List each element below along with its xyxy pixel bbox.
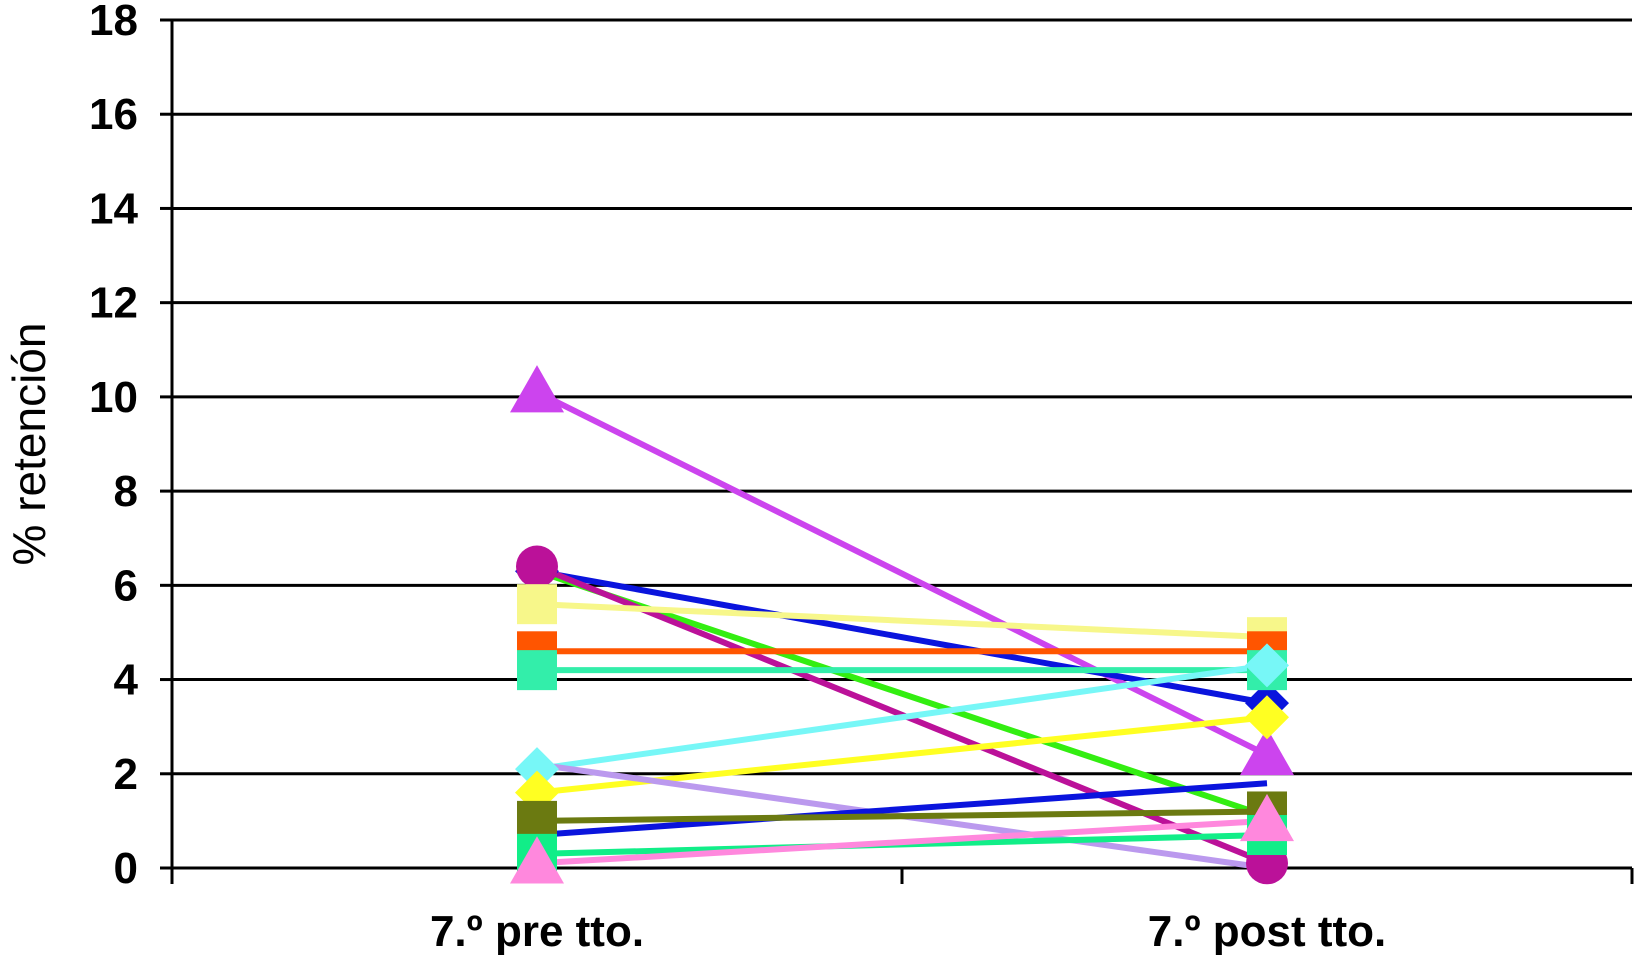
series-line-5 xyxy=(536,601,1268,641)
series-1-point xyxy=(1240,727,1294,776)
x-tick-label: 7.º pre tto. xyxy=(430,907,644,956)
series-5-point xyxy=(517,584,557,625)
y-tick-label: 6 xyxy=(114,561,138,610)
series-line-12 xyxy=(536,808,1268,824)
series-line-1 xyxy=(535,389,1269,758)
series-line-8 xyxy=(536,662,1268,773)
x-tick-label: 7.º post tto. xyxy=(1148,907,1387,956)
series-8-point xyxy=(1245,643,1289,688)
y-axis-title: % retención xyxy=(3,323,55,566)
series-4-point xyxy=(516,545,558,588)
series-1-point xyxy=(510,365,564,413)
series-line-11 xyxy=(536,780,1268,839)
y-tick-label: 12 xyxy=(89,279,138,328)
y-tick-label: 4 xyxy=(114,656,139,705)
series-8-point xyxy=(515,747,559,792)
y-tick-label: 14 xyxy=(89,184,138,233)
y-tick-label: 10 xyxy=(89,373,138,422)
series-9-point xyxy=(1245,695,1289,740)
y-tick-label: 8 xyxy=(114,467,138,516)
y-tick-label: 18 xyxy=(89,0,138,45)
y-tick-label: 2 xyxy=(114,750,138,799)
y-tick-label: 16 xyxy=(89,90,138,139)
series-14-point xyxy=(1240,793,1294,842)
y-tick-label: 0 xyxy=(114,844,138,893)
series-line-14 xyxy=(536,817,1268,867)
series-7-point xyxy=(517,650,557,691)
series-14-point xyxy=(510,836,564,884)
